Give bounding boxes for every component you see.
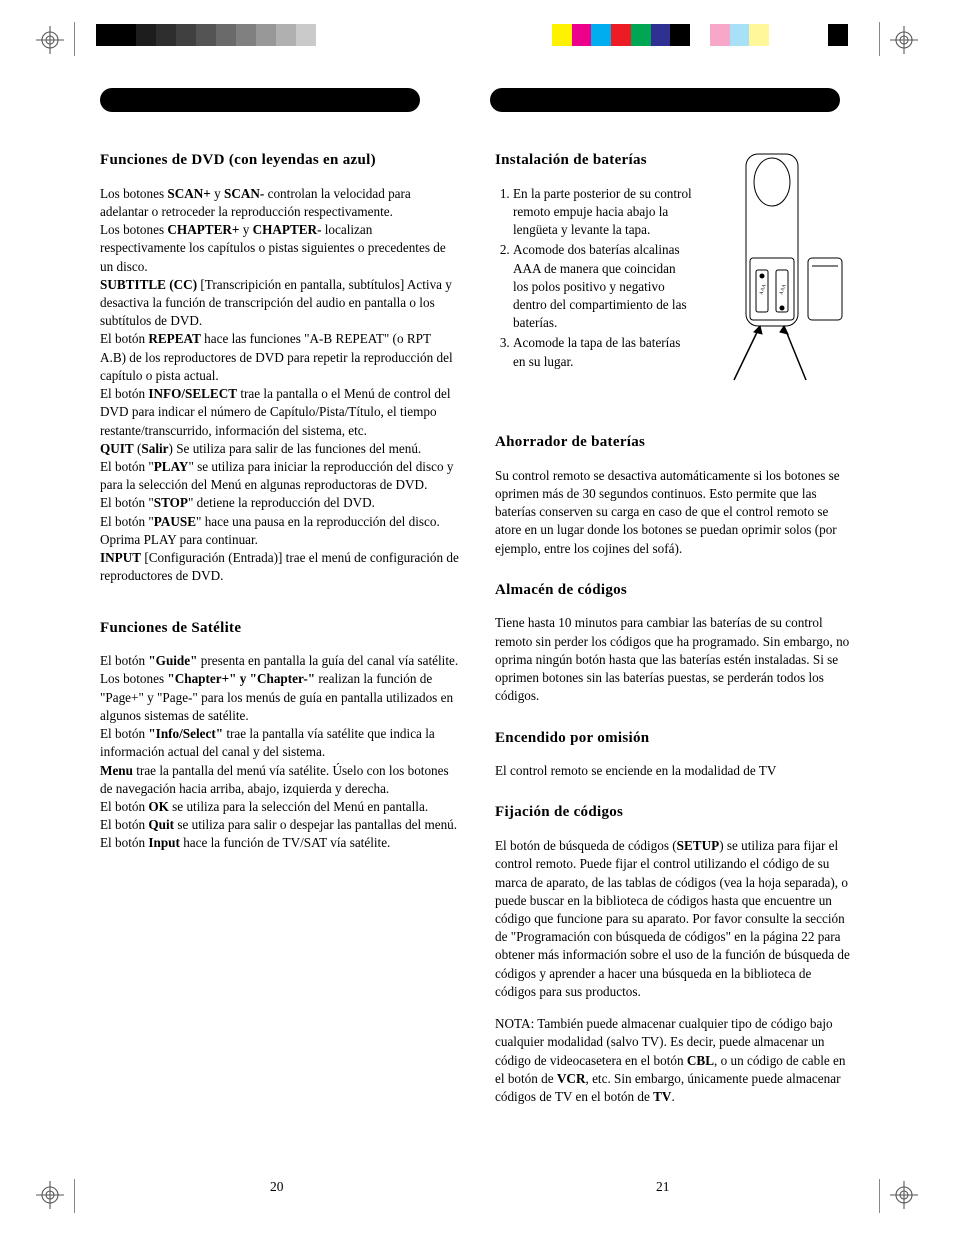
color-swatch [572,24,592,46]
satellite-functions-body: El botón "Guide" presenta en pantalla la… [100,652,459,852]
color-swatch [276,24,296,46]
heading-battery-install: Instalación de baterías [495,150,694,171]
paragraph: El botón Input hace la función de TV/SAT… [100,834,459,852]
color-swatch [316,24,336,46]
default-power-text: El control remoto se enciende en la moda… [495,762,854,780]
section-header-bar-left [100,88,420,112]
guide-line [74,1179,75,1213]
color-swatch [591,24,611,46]
page-number-right: 21 [656,1179,670,1195]
paragraph: El botón INFO/SELECT trae la pantalla o … [100,385,459,440]
paragraph: Los botones "Chapter+" y "Chapter-" real… [100,670,459,725]
code-storage-text: Tiene hasta 10 minutos para cambiar las … [495,614,854,705]
color-swatch [136,24,156,46]
color-swatch [552,24,572,46]
heading-code-storage: Almacén de códigos [495,580,854,601]
heading-dvd-functions: Funciones de DVD (con leyendas en azul) [100,150,459,171]
battery-step: En la parte posterior de su control remo… [513,185,694,240]
battery-install-steps: En la parte posterior de su control remo… [495,185,694,371]
heading-code-setup: Fijación de códigos [495,802,854,823]
paragraph: El botón de búsqueda de códigos (SETUP) … [495,837,854,1001]
color-swatch [296,24,316,46]
battery-step: Acomode la tapa de las baterías en su lu… [513,334,694,370]
left-column: Funciones de DVD (con leyendas en azul) … [100,150,459,1165]
color-swatch [532,24,552,46]
color-swatch [769,24,789,46]
color-swatch [828,24,848,46]
paragraph: Los botones CHAPTER+ y CHAPTER- localiza… [100,221,459,276]
color-calibration-bar [532,24,848,46]
color-swatch [196,24,216,46]
paragraph: El botón "PLAY" se utiliza para iniciar … [100,458,459,494]
heading-default-power: Encendido por omisión [495,728,854,749]
heading-battery-saver: Ahorrador de baterías [495,432,854,453]
registration-mark-icon [36,26,64,54]
section-header-bar-right [490,88,840,112]
color-swatch [236,24,256,46]
paragraph: El botón OK se utiliza para la selección… [100,798,459,816]
color-swatch [710,24,730,46]
color-swatch [176,24,196,46]
color-swatch [631,24,651,46]
color-swatch [96,24,116,46]
color-swatch [116,24,136,46]
color-swatch [749,24,769,46]
registration-mark-icon [890,26,918,54]
guide-line [74,22,75,56]
page-number-left: 20 [270,1179,284,1195]
battery-saver-text: Su control remoto se desactiva automátic… [495,467,854,558]
guide-line [879,22,880,56]
paragraph: El botón "Guide" presenta en pantalla la… [100,652,459,670]
registration-mark-icon [36,1181,64,1209]
color-swatch [611,24,631,46]
registration-mark-icon [890,1181,918,1209]
guide-line [879,1179,880,1213]
paragraph: El botón "PAUSE" hace una pausa en la re… [100,513,459,549]
paragraph: El botón Quit se utiliza para salir o de… [100,816,459,834]
remote-battery-figure: AAA AAA [704,150,854,400]
paragraph: El botón REPEAT hace las funciones "A-B … [100,330,459,385]
paragraph: El botón "STOP" detiene la reproducción … [100,494,459,512]
color-swatch [809,24,829,46]
color-swatch [651,24,671,46]
color-swatch [690,24,710,46]
color-swatch [730,24,750,46]
color-swatch [789,24,809,46]
paragraph: INPUT [Configuración (Entrada)] trae el … [100,549,459,585]
dvd-functions-body: Los botones SCAN+ y SCAN- controlan la v… [100,185,459,586]
paragraph: SUBTITLE (CC) [Transcripición en pantall… [100,276,459,331]
paragraph: QUIT (Salir) Se utiliza para salir de la… [100,440,459,458]
color-swatch [216,24,236,46]
paragraph: El botón "Info/Select" trae la pantalla … [100,725,459,761]
right-column: Instalación de baterías En la parte post… [495,150,854,1165]
color-swatch [256,24,276,46]
paragraph: NOTA: También puede almacenar cualquier … [495,1015,854,1106]
color-swatch [670,24,690,46]
heading-satellite-functions: Funciones de Satélite [100,618,459,639]
grayscale-calibration-bar [96,24,336,46]
paragraph: Los botones SCAN+ y SCAN- controlan la v… [100,185,459,221]
code-setup-body: El botón de búsqueda de códigos (SETUP) … [495,837,854,1106]
paragraph: Menu trae la pantalla del menú vía satél… [100,762,459,798]
battery-step: Acomode dos baterías alcalinas AAA de ma… [513,241,694,332]
color-swatch [156,24,176,46]
